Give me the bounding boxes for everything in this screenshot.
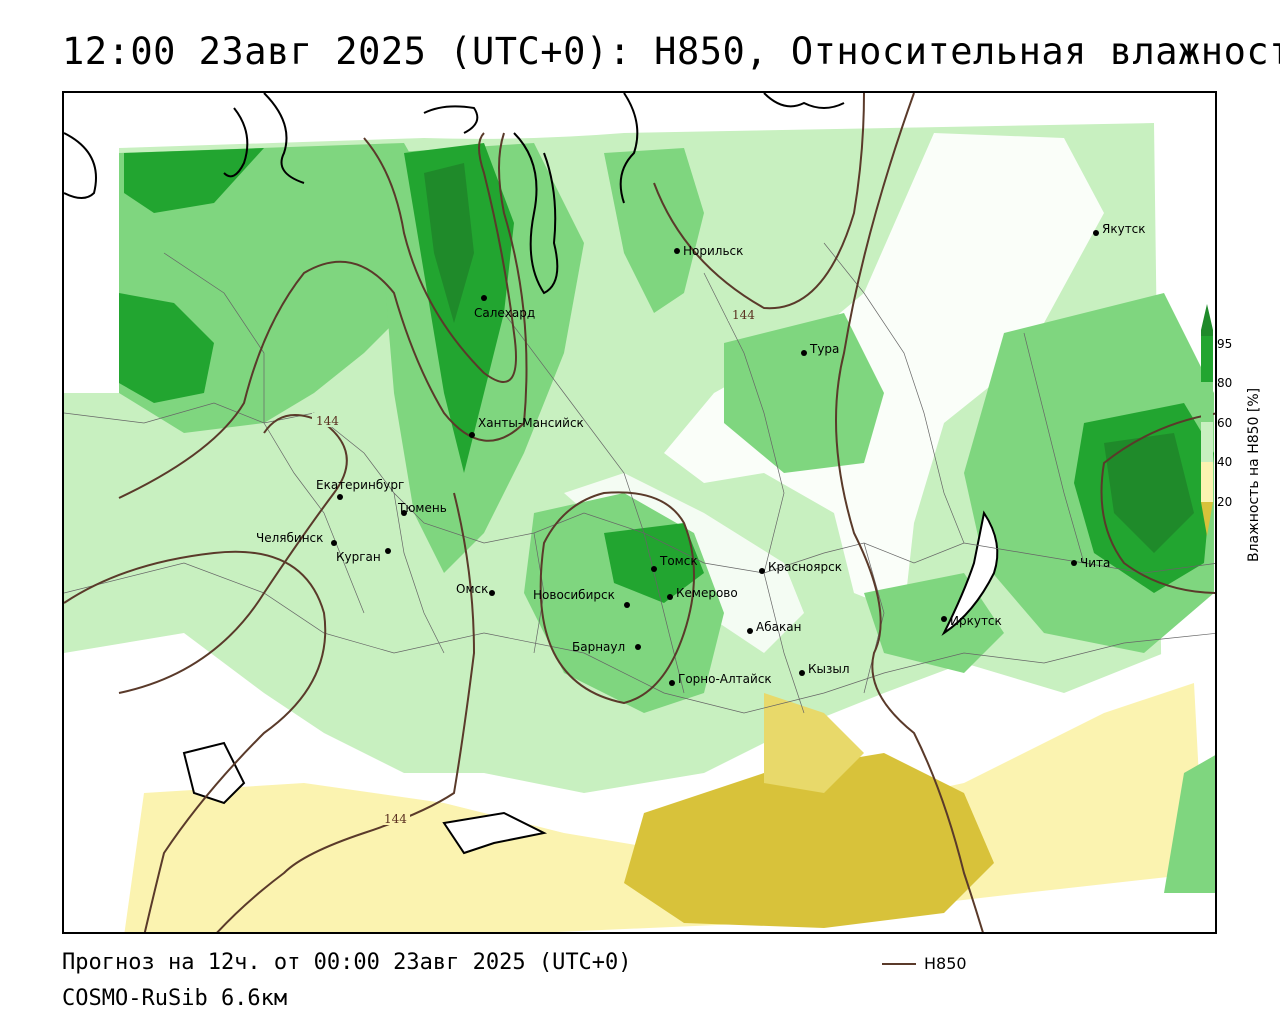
city-label: Якутск — [1102, 222, 1146, 236]
forecast-info: Прогноз на 12ч. от 00:00 23авг 2025 (UTC… — [62, 950, 632, 975]
city-marker — [331, 540, 337, 546]
humidity-fields — [64, 123, 1215, 932]
colorbar-cap-top — [1201, 304, 1213, 330]
city-marker — [1071, 560, 1077, 566]
colorbar-tick: 95 — [1217, 337, 1232, 351]
colorbar-tick: 60 — [1217, 416, 1232, 430]
city-marker — [799, 670, 805, 676]
city-marker — [667, 594, 673, 600]
city-label: Красноярск — [768, 560, 842, 574]
contour-labels: 144 144 144 — [312, 307, 758, 826]
legend-line-swatch — [882, 962, 916, 965]
colorbar-segment — [1201, 382, 1213, 422]
city-marker — [651, 566, 657, 572]
city-label: Салехард — [474, 306, 535, 320]
city-marker — [759, 568, 765, 574]
city-marker — [801, 350, 807, 356]
model-name: COSMO-RuSib 6.6км — [62, 986, 288, 1011]
city-marker — [401, 510, 407, 516]
colorbar-tick: 20 — [1217, 495, 1232, 509]
city-label: Кемерово — [676, 586, 738, 600]
contour-label-144: 144 — [732, 308, 755, 322]
city-label: Барнаул — [572, 640, 625, 654]
city-marker — [469, 432, 475, 438]
legend-line-label: H850 — [924, 954, 967, 973]
city-label: Курган — [336, 550, 381, 564]
city-label: Норильск — [683, 244, 743, 258]
city-label: Омск — [456, 582, 488, 596]
cities: Якутск Норильск Салехард Тура Ханты-Манс… — [256, 222, 1146, 686]
map-title: 12:00 23авг 2025 (UTC+0): H850, Относите… — [62, 30, 1280, 73]
coastlines — [64, 93, 999, 855]
city-marker — [747, 628, 753, 634]
colorbar-segment — [1201, 330, 1213, 336]
city-label: Челябинск — [256, 531, 323, 545]
map-panel: 144 144 144 Якутск Норильск Салехард Тур… — [62, 91, 1217, 934]
humidity-map: 144 144 144 Якутск Норильск Салехард Тур… — [64, 93, 1215, 932]
city-marker — [635, 644, 641, 650]
colorbar-tick: 80 — [1217, 376, 1232, 390]
city-marker — [624, 602, 630, 608]
city-marker — [489, 590, 495, 596]
contour-label-144: 144 — [316, 414, 339, 428]
city-label: Кызыл — [808, 662, 850, 676]
city-marker — [337, 494, 343, 500]
city-label: Томск — [659, 554, 698, 568]
city-marker — [669, 680, 675, 686]
city-label: Ханты-Мансийск — [478, 416, 584, 430]
contour-legend: H850 — [882, 954, 967, 973]
city-label: Новосибирск — [533, 588, 615, 602]
colorbar-tick: 40 — [1217, 455, 1232, 469]
colorbar-segment — [1201, 336, 1213, 382]
city-marker — [941, 616, 947, 622]
city-label: Тюмень — [397, 501, 447, 515]
humidity-colorbar: 95 80 60 40 20 — [1201, 304, 1232, 536]
city-label: Горно-Алтайск — [678, 672, 772, 686]
h850-contour-closed — [539, 491, 695, 705]
colorbar-cap-bottom — [1201, 502, 1213, 536]
city-marker — [481, 295, 487, 301]
colorbar-segment — [1201, 462, 1213, 502]
colorbar-segment — [1201, 422, 1213, 462]
city-label: Тура — [809, 342, 839, 356]
city-marker — [1093, 230, 1099, 236]
city-marker — [385, 548, 391, 554]
city-label: Иркутск — [950, 614, 1002, 628]
city-label: Екатеринбург — [316, 478, 404, 492]
contour-label-144: 144 — [384, 812, 407, 826]
colorbar-title: Влажность на H850 [%] — [1246, 387, 1262, 563]
city-label: Абакан — [756, 620, 801, 634]
city-marker — [674, 248, 680, 254]
city-label: Чита — [1080, 556, 1110, 570]
